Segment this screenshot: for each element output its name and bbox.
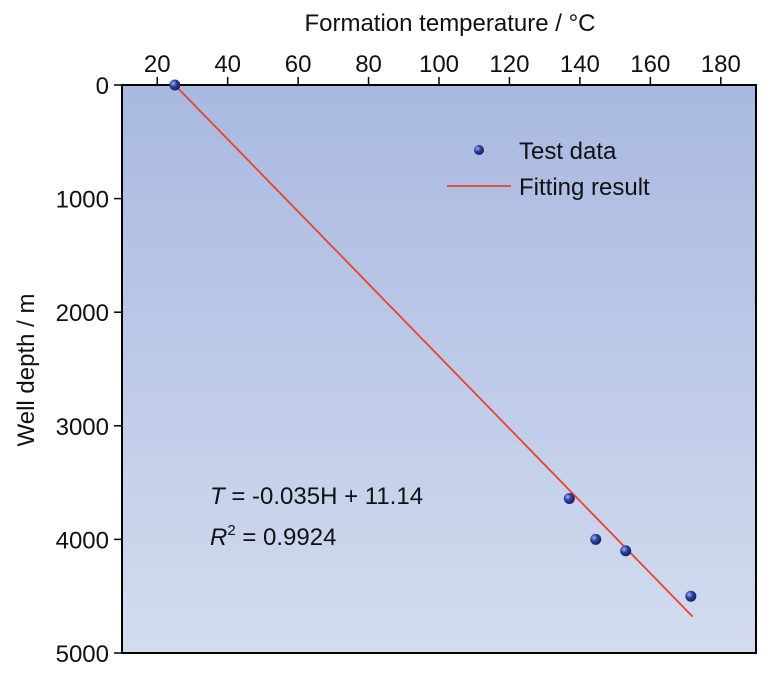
r2-superscript: 2 (227, 522, 235, 539)
y-axis-title: Well depth / m (13, 294, 40, 447)
data-point (590, 533, 602, 545)
x-tick-label: 160 (630, 51, 670, 78)
y-tick-label: 5000 (56, 641, 109, 668)
equation-variable: T (210, 483, 227, 510)
legend-marker-test-data (474, 145, 484, 155)
x-axis-title: Formation temperature / °C (304, 10, 595, 37)
data-point (685, 590, 697, 602)
legend: Test data Fitting result (447, 138, 650, 201)
y-tick-label: 3000 (56, 414, 109, 441)
y-tick-label: 4000 (56, 527, 109, 554)
y-tick-label: 2000 (56, 300, 109, 327)
x-tick-label: 40 (214, 51, 241, 78)
equation-expression: = -0.035H + 11.14 (225, 483, 423, 510)
x-tick-label: 120 (489, 51, 529, 78)
legend-label-fitting-result: Fitting result (519, 174, 650, 201)
x-tick-label: 80 (355, 51, 382, 78)
x-axis-ticks: 20 40 60 80 100 120 140 160 180 (144, 51, 741, 85)
legend-label-test-data: Test data (519, 138, 617, 165)
data-point (169, 79, 181, 91)
x-tick-label: 140 (560, 51, 600, 78)
r2-variable: R (210, 524, 227, 551)
series-layer (169, 79, 697, 618)
fitting-line (174, 84, 694, 618)
r2-value: = 0.9924 (236, 524, 337, 551)
x-tick-label: 60 (285, 51, 312, 78)
x-tick-label: 20 (144, 51, 171, 78)
x-tick-label: 180 (701, 51, 741, 78)
data-point (563, 493, 575, 505)
y-tick-label: 1000 (56, 187, 109, 214)
data-point (620, 545, 632, 557)
r2-annotation: R2 = 0.9924 (210, 522, 336, 551)
plot-area (121, 84, 757, 654)
x-tick-label: 100 (419, 51, 459, 78)
equation-annotation: T = -0.035H + 11.14 (210, 483, 423, 510)
y-tick-label: 0 (96, 73, 109, 100)
y-axis-ticks: 0 1000 2000 3000 4000 5000 (56, 73, 122, 668)
